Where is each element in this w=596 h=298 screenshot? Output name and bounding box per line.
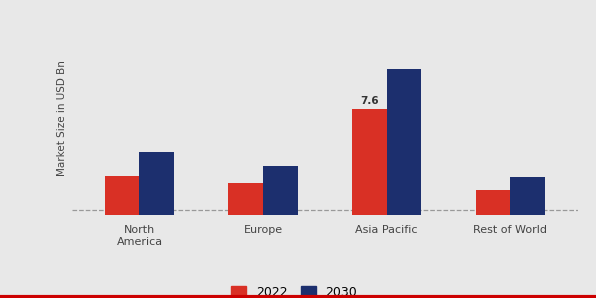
Bar xyxy=(476,190,510,215)
Bar xyxy=(352,109,387,215)
Bar xyxy=(387,69,421,215)
Legend: 2022, 2030: 2022, 2030 xyxy=(226,281,362,298)
Bar xyxy=(228,183,263,215)
Bar xyxy=(139,152,174,215)
Bar xyxy=(510,177,545,215)
Bar xyxy=(263,166,297,215)
Y-axis label: Market Size in USD Bn: Market Size in USD Bn xyxy=(57,60,67,176)
Text: 7.6: 7.6 xyxy=(360,96,378,106)
Bar xyxy=(105,176,139,215)
